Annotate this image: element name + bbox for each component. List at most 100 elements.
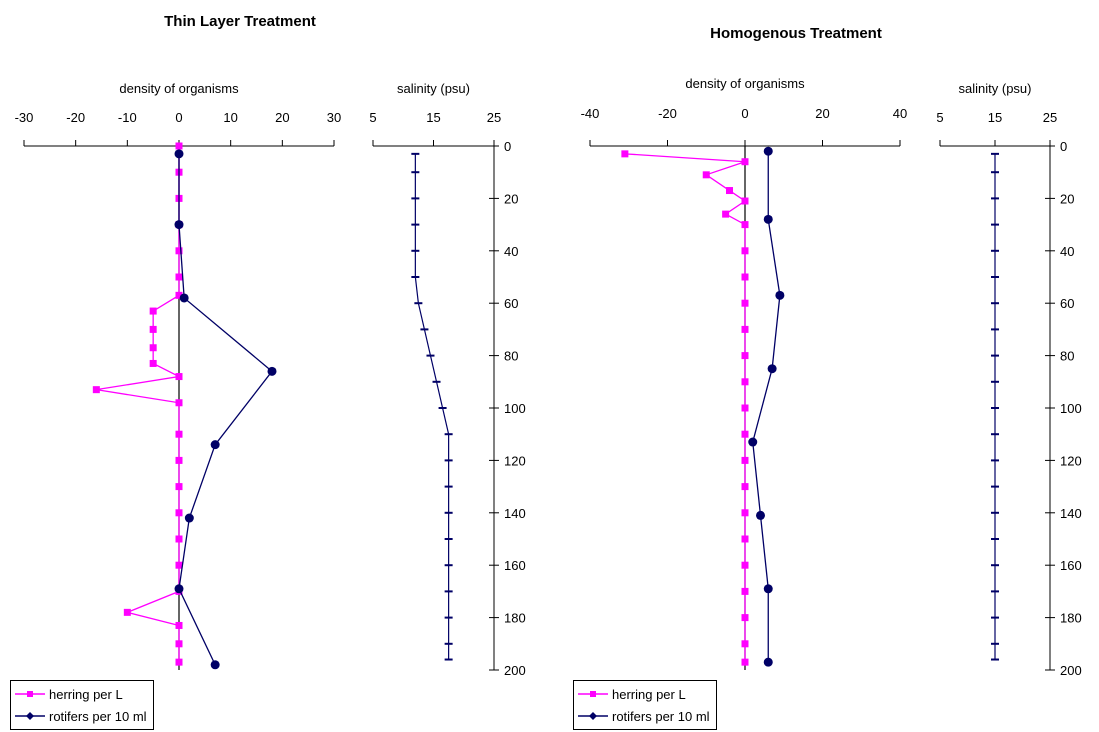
herring-point	[741, 430, 749, 438]
herring-point	[175, 291, 183, 299]
legend-entry-rotifers: rotifers per 10 ml	[578, 705, 710, 727]
herring-point	[741, 561, 749, 569]
herring-point	[741, 221, 749, 229]
legend-marker-rotifers	[578, 712, 608, 720]
depth-tick-label: 180	[1060, 611, 1082, 626]
depth-tick-label: 20	[1060, 191, 1074, 206]
rotifer-point	[179, 293, 189, 303]
x-tick-label: 10	[223, 110, 237, 125]
x-tick-label: 20	[815, 106, 829, 121]
depth-tick-label: 140	[1060, 506, 1082, 521]
herring-point	[741, 299, 749, 307]
herring-point	[149, 344, 157, 352]
depth-tick-label: 200	[504, 663, 526, 678]
herring-point	[741, 587, 749, 595]
herring-point	[175, 399, 183, 407]
herring-point	[175, 509, 183, 517]
x-axis-label: density of organisms	[685, 76, 805, 91]
legend-entry-rotifers: rotifers per 10 ml	[15, 705, 147, 727]
legend-homogenous: herring per L rotifers per 10 ml	[573, 680, 717, 730]
x-tick-label: 0	[175, 110, 182, 125]
depth-tick-label: 180	[504, 611, 526, 626]
depth-tick-label: 100	[1060, 401, 1082, 416]
depth-tick-label: 200	[1060, 663, 1082, 678]
rotifer-point	[748, 437, 758, 447]
herring-point	[741, 658, 749, 666]
rotifer-point	[174, 149, 184, 159]
x-tick-label: -20	[66, 110, 85, 125]
rotifer-point	[763, 584, 773, 594]
legend-entry-herring: herring per L	[578, 683, 710, 705]
herring-point	[741, 509, 749, 517]
x-tick-label: -10	[118, 110, 137, 125]
herring-point	[726, 187, 733, 195]
depth-tick-label: 120	[1060, 453, 1082, 468]
herring-point	[175, 273, 183, 281]
depth-tick-label: 60	[1060, 296, 1074, 311]
x-tick-label: -40	[581, 106, 600, 121]
herring-point	[149, 307, 157, 315]
x-axis-label: salinity (psu)	[959, 81, 1032, 96]
rotifer-point	[184, 513, 194, 523]
herring-point	[741, 640, 749, 648]
herring-point	[741, 158, 749, 166]
rotifer-point	[767, 364, 777, 374]
depth-tick-label: 40	[1060, 244, 1074, 259]
herring-point	[175, 535, 183, 543]
herring-point	[175, 658, 183, 666]
rotifer-point	[174, 220, 184, 230]
herring-point	[149, 359, 157, 367]
depth-tick-label: 60	[504, 296, 518, 311]
series-line-rotifers	[752, 151, 781, 663]
depth-tick-label: 100	[504, 401, 526, 416]
x-tick-label: 5	[369, 110, 376, 125]
herring-point	[741, 456, 749, 464]
legend-marker-herring	[578, 691, 608, 697]
rotifer-point	[174, 584, 184, 594]
x-tick-label: 15	[988, 110, 1002, 125]
x-tick-label: 0	[741, 106, 748, 121]
legend-marker-rotifers	[15, 712, 45, 720]
herring-point	[175, 621, 183, 629]
x-tick-label: 15	[426, 110, 440, 125]
x-tick-label: -30	[15, 110, 34, 125]
x-tick-label: 25	[487, 110, 501, 125]
depth-tick-label: 80	[504, 349, 518, 364]
herring-point	[123, 608, 131, 616]
x-axis-label: salinity (psu)	[397, 81, 470, 96]
x-tick-label: 30	[327, 110, 341, 125]
herring-point	[741, 325, 749, 333]
herring-point	[741, 247, 749, 255]
legend-label-herring: herring per L	[49, 686, 123, 702]
herring-point	[175, 430, 183, 438]
herring-point	[149, 325, 157, 333]
herring-point	[741, 483, 749, 491]
series-line-rotifers	[178, 153, 273, 666]
legend-label-herring: herring per L	[612, 686, 686, 702]
herring-point	[175, 373, 183, 381]
panel-title-thin-layer: Thin Layer Treatment	[164, 13, 316, 30]
legend-label-rotifers: rotifers per 10 ml	[612, 708, 710, 724]
herring-point	[722, 210, 730, 218]
rotifer-point	[775, 290, 785, 300]
rotifer-point	[210, 660, 220, 670]
x-tick-label: -20	[658, 106, 677, 121]
depth-tick-label: 160	[1060, 558, 1082, 573]
depth-tick-label: 20	[504, 191, 518, 206]
depth-tick-label: 160	[504, 558, 526, 573]
herring-point	[92, 386, 100, 394]
legend-label-rotifers: rotifers per 10 ml	[49, 708, 147, 724]
herring-point	[175, 640, 183, 648]
x-tick-label: 20	[275, 110, 289, 125]
series-line-herring	[96, 146, 182, 663]
depth-tick-label: 80	[1060, 349, 1074, 364]
herring-point	[175, 483, 183, 491]
rotifer-point	[763, 657, 773, 667]
depth-tick-label: 120	[504, 453, 526, 468]
herring-point	[621, 150, 629, 158]
x-tick-label: 40	[893, 106, 907, 121]
rotifer-point	[756, 510, 765, 520]
legend-entry-herring: herring per L	[15, 683, 147, 705]
herring-point	[741, 404, 749, 412]
